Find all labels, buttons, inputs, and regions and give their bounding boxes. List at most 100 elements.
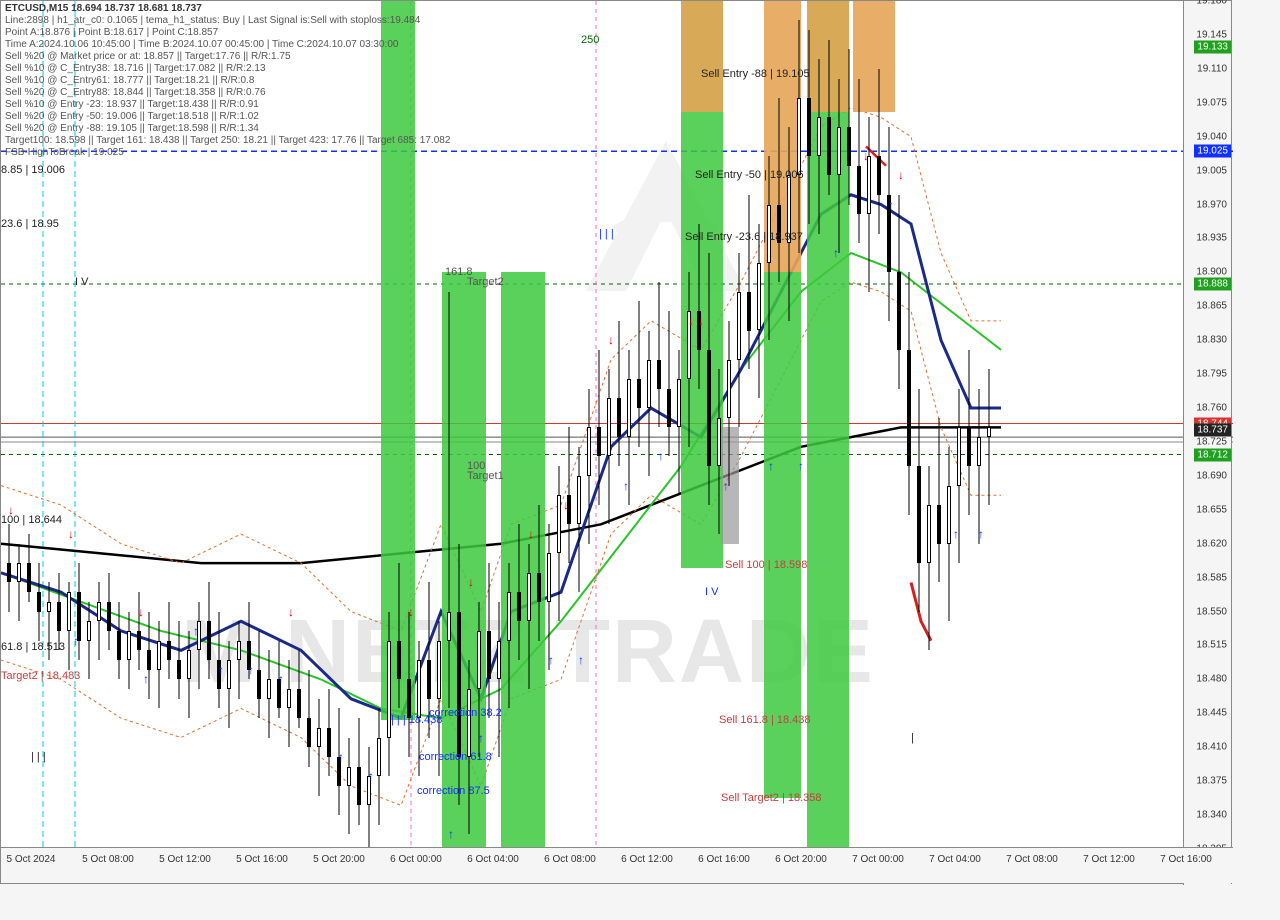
arrow-up-icon: ↑ [623, 479, 629, 493]
arrow-down-icon: ↓ [138, 605, 144, 619]
info-line: Target100: 18.598 || Target 161: 18.438 … [5, 135, 450, 146]
info-line: Sell %20 @ C_Entry88: 18.844 || Target:1… [5, 87, 266, 98]
info-line: Sell %20 @ Entry -88: 19.105 || Target:1… [5, 123, 259, 134]
chart-annotation: Target2 | 18.483 [1, 670, 80, 682]
x-axis-tick: 7 Oct 12:00 [1083, 854, 1135, 865]
symbol-title: ETCUSD,M15 18.694 18.737 18.681 18.737 [5, 3, 202, 14]
y-axis-tick: 19.110 [1197, 63, 1227, 74]
arrow-up-icon: ↑ [478, 731, 484, 745]
arrow-up-icon: ↑ [658, 449, 664, 463]
y-axis-tick: 18.480 [1196, 674, 1227, 685]
arrow-up-icon: ↑ [73, 634, 79, 648]
price-marker: 18.737 [1194, 424, 1231, 437]
info-line: FSB-HighToBreak | 19.025 [5, 147, 124, 158]
x-axis-tick: 5 Oct 16:00 [236, 854, 288, 865]
chart-annotation: correction 87.5 [417, 785, 490, 797]
arrow-up-icon: ↑ [193, 624, 199, 638]
chart-annotation: 61.8 | 18.513 [1, 641, 65, 653]
arrow-down-icon: ↓ [698, 314, 704, 328]
price-marker: 18.888 [1194, 277, 1231, 290]
arrow-down-icon: ↓ [68, 527, 74, 541]
x-axis-tick: 5 Oct 12:00 [159, 854, 211, 865]
arrow-down-icon: ↓ [863, 149, 869, 163]
orange-zone [681, 1, 723, 112]
info-line: Time A:2024.10.06 10:45:00 | Time B:2024… [5, 39, 398, 50]
y-axis-tick: 19.075 [1196, 97, 1227, 108]
arrow-up-icon: ↑ [548, 653, 554, 667]
x-axis-tick: 5 Oct 2024 [7, 854, 56, 865]
chart-plot-area[interactable]: M NETZ TRADE 250Sell Entry -88 | 19.105S… [1, 1, 1233, 849]
chart-annotation: Sell Target2 | 18.358 [721, 792, 822, 804]
chart-annotation: | | | [31, 751, 46, 763]
arrow-up-icon: ↑ [723, 479, 729, 493]
arrow-down-icon: ↓ [563, 498, 569, 512]
x-axis-tick: 6 Oct 08:00 [544, 854, 596, 865]
info-line: Sell %10 @ Entry -23: 18.937 || Target:1… [5, 99, 259, 110]
y-axis-tick: 18.515 [1196, 640, 1227, 651]
arrow-up-icon: ↑ [218, 663, 224, 677]
chart-annotation: Sell Entry -88 | 19.105 [701, 68, 810, 80]
arrow-down-icon: ↓ [898, 168, 904, 182]
arrow-up-icon: ↑ [338, 750, 344, 764]
arrow-up-icon: ↑ [368, 769, 374, 783]
chart-annotation: Sell Entry -23.6 | 18.937 [685, 231, 803, 243]
chart-annotation: Target1 [467, 470, 504, 482]
arrow-down-icon: ↓ [288, 605, 294, 619]
x-axis-tick: 7 Oct 16:00 [1160, 854, 1212, 865]
x-axis-tick: 7 Oct 04:00 [929, 854, 981, 865]
arrow-up-icon: ↑ [978, 527, 984, 541]
chart-annotation: | [911, 732, 914, 744]
y-axis-tick: 19.145 [1196, 29, 1227, 40]
y-axis-tick: 19.040 [1196, 131, 1227, 142]
chart-annotation: Sell Entry -50 | 19.006 [695, 169, 804, 181]
price-marker: 19.133 [1194, 40, 1231, 53]
x-axis-tick: 7 Oct 00:00 [852, 854, 904, 865]
price-marker: 18.712 [1194, 448, 1231, 461]
chart-annotation: 23.6 | 18.95 [1, 218, 59, 230]
arrow-down-icon: ↓ [528, 527, 534, 541]
chart-annotation: Target2 [467, 276, 504, 288]
chart-annotation: I V [705, 586, 718, 598]
y-axis-tick: 18.725 [1196, 436, 1227, 447]
y-axis-tick: 18.865 [1196, 301, 1227, 312]
arrow-down-icon: ↓ [408, 605, 414, 619]
y-axis-tick: 18.620 [1196, 538, 1227, 549]
y-axis-tick: 18.445 [1196, 708, 1227, 719]
arrow-up-icon: ↑ [833, 246, 839, 260]
x-axis: 5 Oct 2024 5 Oct 08:00 5 Oct 12:00 5 Oct 16… [1, 847, 1233, 883]
y-axis-tick: 18.795 [1196, 369, 1227, 380]
arrow-up-icon: ↑ [768, 459, 774, 473]
y-axis-tick: 19.005 [1196, 165, 1227, 176]
arrow-up-icon: ↑ [578, 653, 584, 667]
info-line: Line:2898 | h1_atr_c0: 0.1065 | tema_h1_… [5, 15, 420, 26]
arrow-down-icon: ↓ [608, 333, 614, 347]
x-axis-tick: 7 Oct 08:00 [1006, 854, 1058, 865]
x-axis-tick: 6 Oct 00:00 [390, 854, 442, 865]
y-axis: 19.180 19.145 19.110 19.075 19.040 19.005 18.9… [1183, 1, 1231, 885]
chart-annotation: 8.85 | 19.006 [1, 164, 65, 176]
arrow-up-icon: ↑ [248, 663, 254, 677]
info-line: Point A:18.876 | Point B:18.617 | Point … [5, 27, 218, 38]
y-axis-tick: 18.375 [1196, 776, 1227, 787]
x-axis-tick: 5 Oct 08:00 [82, 854, 134, 865]
price-marker: 19.025 [1194, 145, 1231, 158]
y-axis-tick: 18.970 [1196, 199, 1227, 210]
arrow-down-icon: ↓ [688, 314, 694, 328]
chart-annotation: 250 [581, 34, 599, 46]
arrow-up-icon: ↑ [448, 827, 454, 841]
y-axis-tick: 18.340 [1196, 810, 1227, 821]
y-axis-tick: 18.550 [1196, 606, 1227, 617]
y-axis-tick: 18.900 [1196, 267, 1227, 278]
x-axis-tick: 6 Oct 16:00 [698, 854, 750, 865]
arrow-up-icon: ↑ [798, 459, 804, 473]
y-axis-tick: 19.180 [1196, 0, 1227, 7]
chart-annotation: correction 61.8 [419, 751, 492, 763]
chart-annotation: I V [75, 276, 88, 288]
arrow-up-icon: ↑ [143, 672, 149, 686]
y-axis-tick: 18.690 [1196, 470, 1227, 481]
chart-annotation: Sell 161.8 | 18.438 [719, 714, 811, 726]
info-line: Sell %10 @ C_Entry61: 18.777 || Target:1… [5, 75, 254, 86]
arrow-up-icon: ↑ [888, 198, 894, 212]
y-axis-tick: 18.760 [1196, 403, 1227, 414]
y-axis-tick: 18.935 [1196, 233, 1227, 244]
